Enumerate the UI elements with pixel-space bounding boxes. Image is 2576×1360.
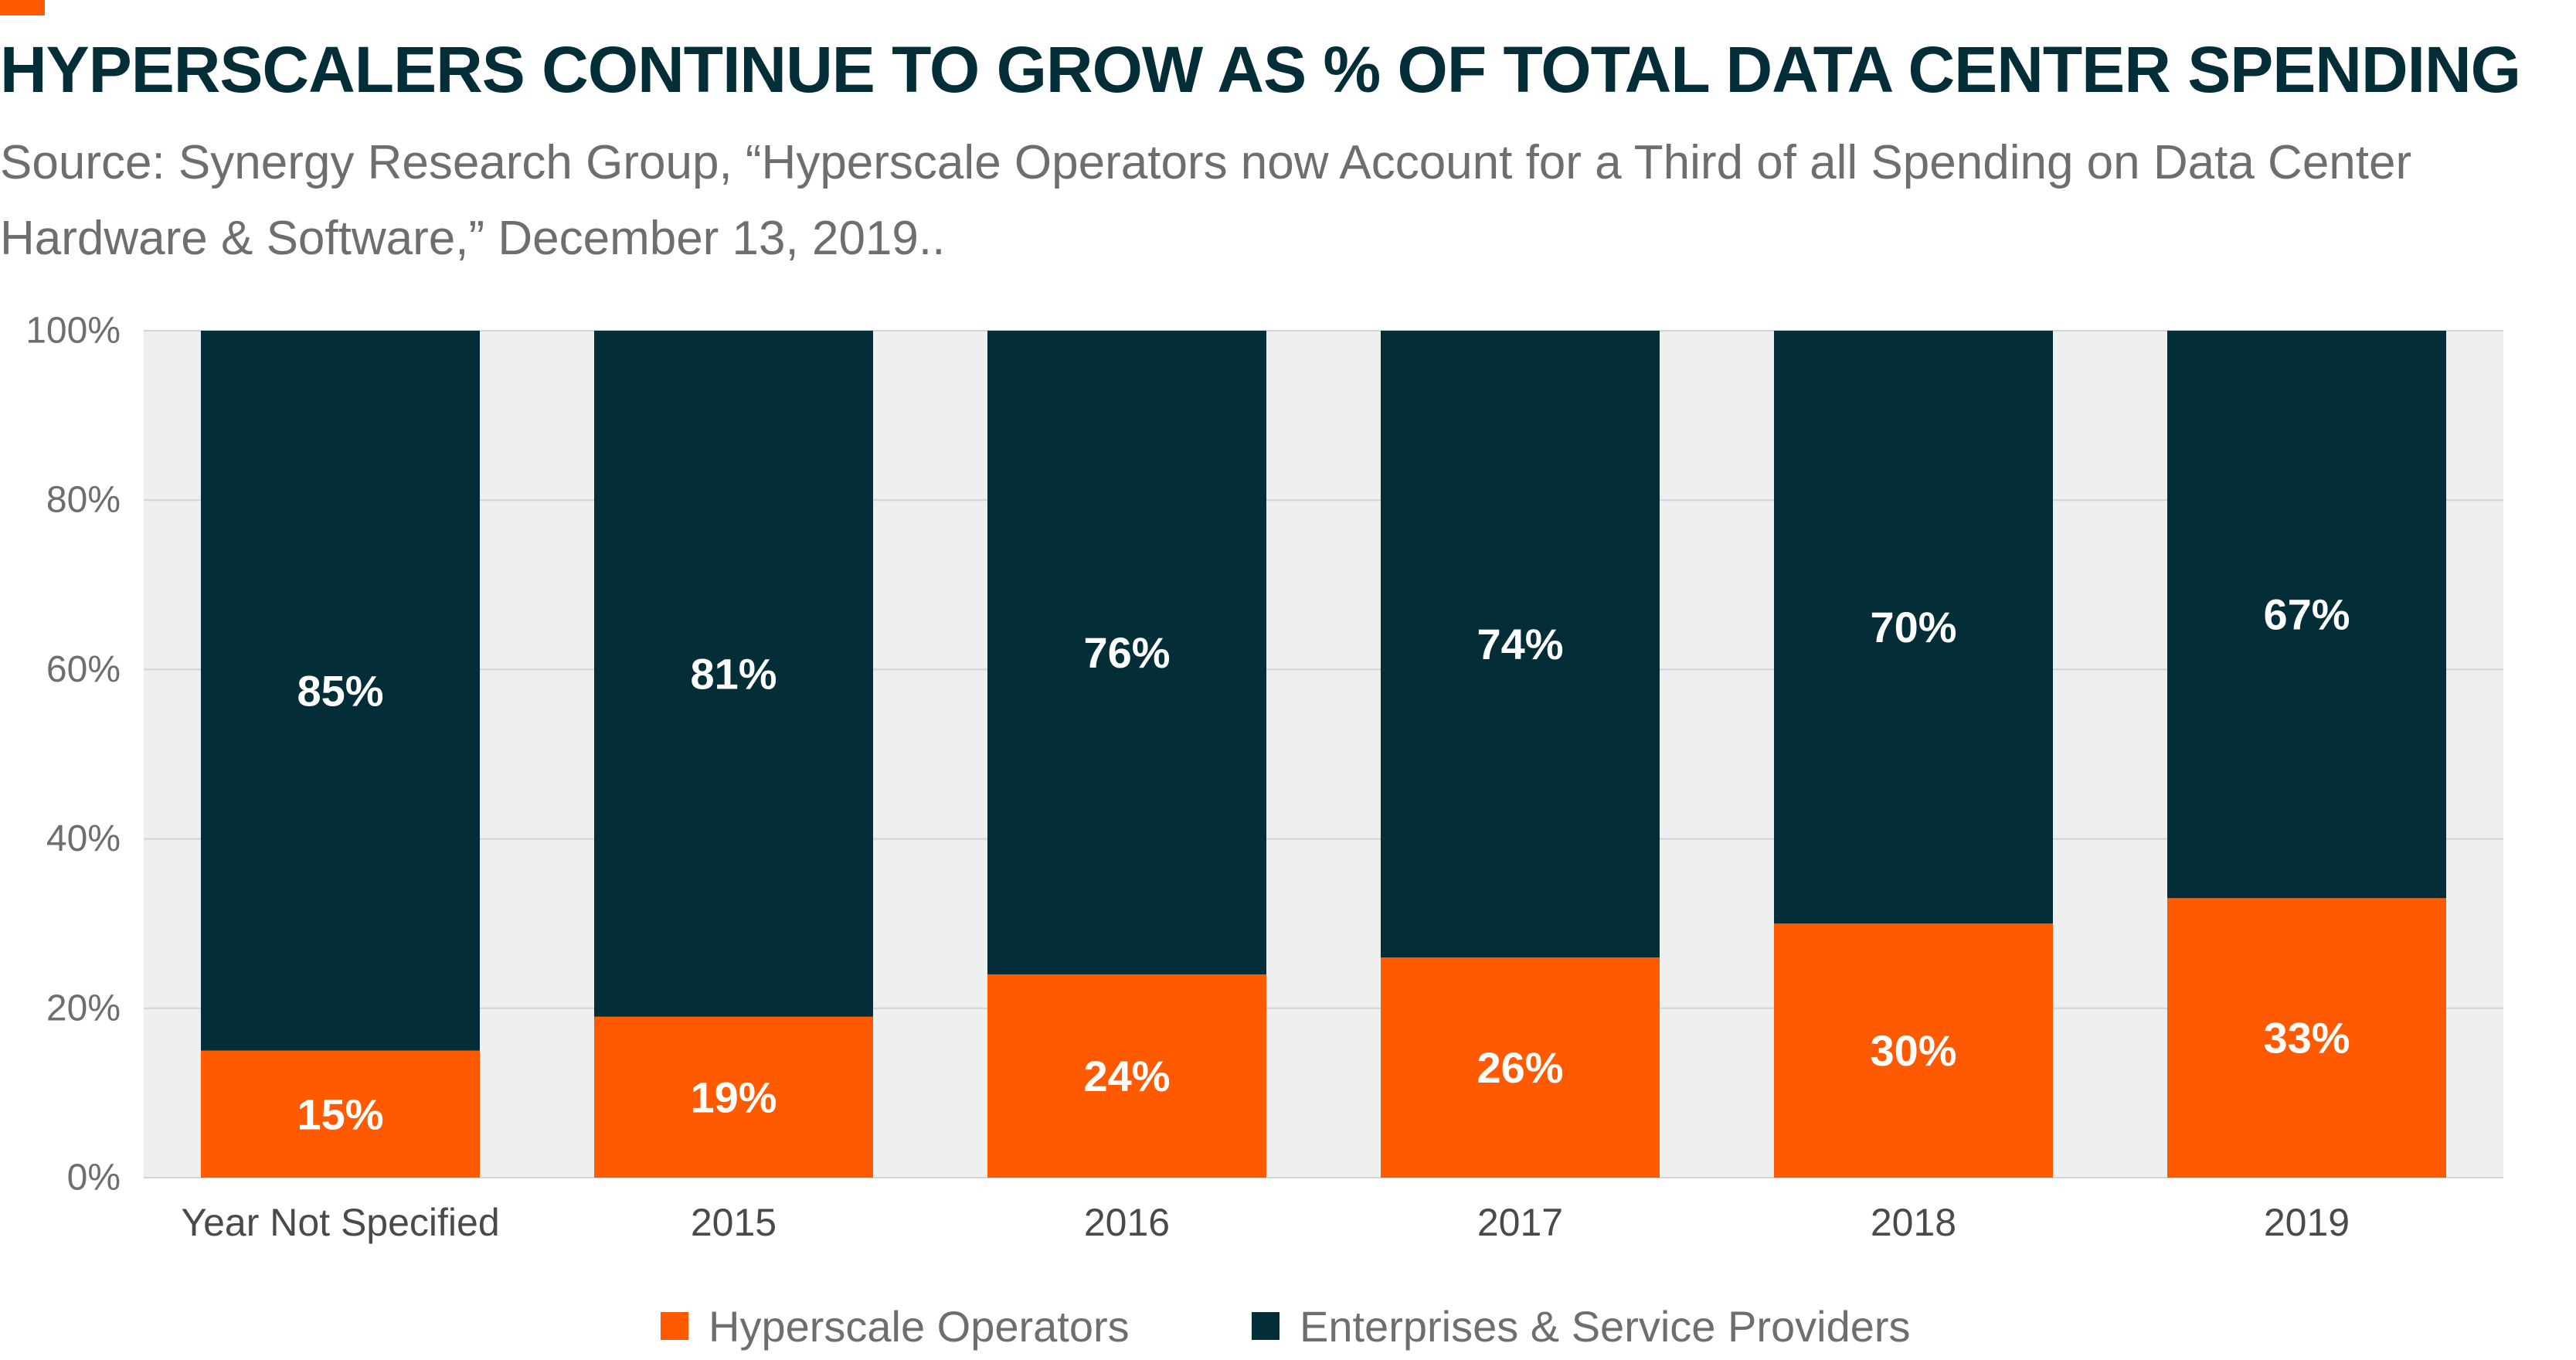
bar-hyperscale — [1381, 957, 1660, 1178]
bar-hyperscale — [2167, 898, 2446, 1178]
y-tick-label: 80% — [46, 480, 121, 521]
bar-hyperscale — [987, 974, 1266, 1178]
bar-enterprise — [987, 331, 1266, 974]
data-label-enterprise: 74% — [1477, 620, 1563, 668]
x-tick-label: 2015 — [691, 1201, 777, 1244]
y-tick-label: 20% — [46, 988, 121, 1028]
legend-label-hyperscale: Hyperscale Operators — [709, 1301, 1130, 1351]
data-label-hyperscale: 33% — [2263, 1014, 2350, 1062]
legend-swatch-hyperscale — [661, 1312, 688, 1340]
legend-swatch-enterprises — [1252, 1312, 1280, 1340]
legend: Hyperscale Operators Enterprises & Servi… — [0, 1298, 2576, 1360]
x-tick-label: 2018 — [1871, 1201, 1956, 1244]
bar-enterprise — [1774, 331, 2053, 924]
data-label-hyperscale: 15% — [297, 1090, 383, 1138]
legend-item-enterprises: Enterprises & Service Providers — [1252, 1298, 1911, 1354]
x-tick-label: 2017 — [1477, 1201, 1563, 1244]
y-tick-label: 100% — [25, 311, 121, 352]
data-label-enterprise: 85% — [297, 666, 383, 715]
data-label-enterprise: 67% — [2263, 590, 2350, 639]
bar-enterprise — [594, 331, 873, 1017]
data-label-enterprise: 76% — [1083, 628, 1170, 677]
x-tick-label: 2019 — [2264, 1201, 2350, 1244]
data-label-hyperscale: 26% — [1477, 1043, 1563, 1092]
data-label-hyperscale: 30% — [1870, 1026, 1956, 1075]
legend-item-hyperscale-operators: Hyperscale Operators — [661, 1298, 1130, 1354]
y-tick-label: 40% — [46, 818, 121, 859]
bar-enterprise — [201, 331, 480, 1051]
y-tick-label: 60% — [46, 649, 121, 690]
y-tick-label: 0% — [67, 1158, 121, 1198]
data-label-hyperscale: 19% — [690, 1073, 777, 1121]
x-tick-label: Year Not Specified — [181, 1201, 499, 1244]
bar-hyperscale — [594, 1016, 873, 1178]
x-tick-label: 2016 — [1084, 1201, 1170, 1244]
bar-hyperscale — [1774, 923, 2053, 1178]
accent-bar — [0, 0, 45, 15]
stacked-bar-chart: 0% 20% 40% 60% 80% 100% 15% 85% Year Not Specifi… — [25, 311, 2503, 1244]
plot-background — [144, 331, 2503, 1178]
chart-title: HYPERSCALERS CONTINUE TO GROW AS % OF TO… — [0, 33, 2521, 106]
bar-hyperscale — [201, 1050, 480, 1178]
data-label-enterprise: 70% — [1870, 603, 1956, 651]
legend-label-enterprises: Enterprises & Service Providers — [1300, 1301, 1911, 1351]
bar-enterprise — [1381, 331, 1660, 958]
chart-subtitle: Source: Synergy Research Group, “Hypersc… — [0, 136, 2412, 265]
data-label-hyperscale: 24% — [1083, 1052, 1170, 1100]
bar-enterprise — [2167, 331, 2446, 899]
data-label-enterprise: 81% — [690, 649, 777, 698]
